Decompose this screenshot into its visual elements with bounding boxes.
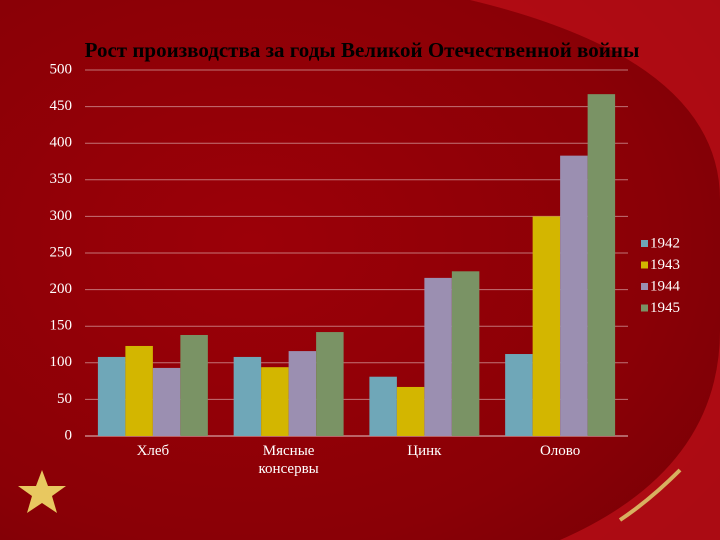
y-tick-label: 450 bbox=[50, 98, 73, 114]
bar bbox=[532, 216, 561, 436]
bar bbox=[180, 334, 208, 436]
x-tick-label: Хлеб bbox=[136, 443, 170, 459]
y-tick-label: 400 bbox=[50, 135, 73, 151]
bar bbox=[560, 155, 588, 437]
legend-swatch bbox=[641, 261, 648, 269]
bar bbox=[97, 356, 126, 436]
y-tick-label: 250 bbox=[50, 244, 73, 260]
bar bbox=[587, 94, 616, 436]
y-tick-label: 200 bbox=[50, 281, 73, 297]
bar bbox=[424, 277, 452, 436]
decor-arc bbox=[560, 330, 720, 540]
bar bbox=[152, 367, 181, 436]
legend-label: 1944 bbox=[650, 278, 681, 294]
ribbon-icon bbox=[618, 468, 682, 522]
legend-label: 1945 bbox=[650, 300, 680, 316]
y-tick-label: 300 bbox=[50, 208, 73, 224]
legend-swatch bbox=[641, 304, 648, 312]
bar bbox=[316, 332, 344, 436]
x-tick-label: Олово bbox=[539, 443, 581, 459]
bar bbox=[233, 356, 262, 436]
bar bbox=[505, 354, 533, 436]
star-icon bbox=[18, 470, 66, 513]
decor-arc bbox=[470, 0, 720, 200]
y-tick-label: 150 bbox=[50, 318, 73, 334]
legend-label: 1942 bbox=[650, 235, 680, 251]
y-tick-label: 0 bbox=[65, 427, 73, 443]
bar bbox=[396, 386, 425, 436]
x-tick-label: Мясные консервы bbox=[258, 443, 319, 477]
x-tick-label: Цинк bbox=[407, 443, 442, 459]
bar bbox=[125, 345, 153, 436]
y-tick-label: 500 bbox=[50, 61, 73, 77]
legend-swatch bbox=[641, 240, 648, 247]
bar bbox=[288, 351, 317, 436]
y-tick-label: 50 bbox=[57, 391, 72, 407]
bar bbox=[369, 376, 397, 436]
y-tick-label: 350 bbox=[50, 171, 73, 187]
legend-label: 1943 bbox=[650, 257, 680, 273]
chart-title: Рост производства за годы Великой Отечес… bbox=[85, 38, 640, 62]
bar bbox=[451, 271, 480, 436]
y-tick-label: 100 bbox=[50, 354, 73, 370]
bar bbox=[261, 367, 289, 436]
legend-swatch bbox=[641, 283, 648, 290]
